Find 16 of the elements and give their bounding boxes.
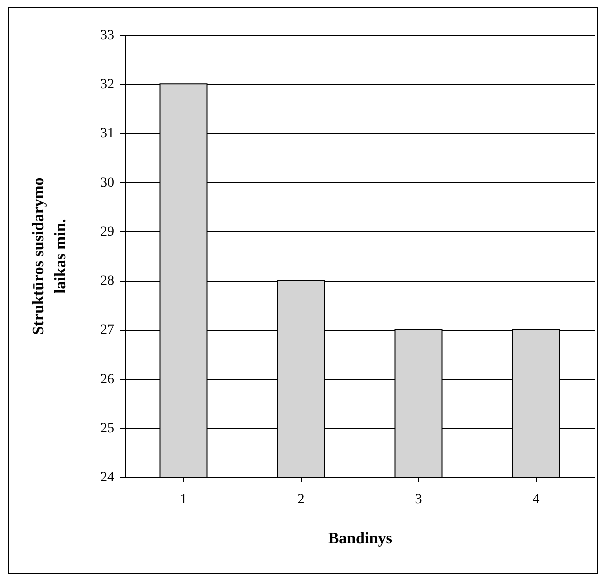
- y-tick-label: 30: [100, 176, 114, 191]
- x-tick-label: 3: [415, 492, 422, 508]
- x-tick-label: 1: [180, 492, 188, 508]
- y-tick-label: 28: [100, 274, 114, 290]
- y-tick-label: 26: [100, 372, 114, 388]
- y-axis-title: Struktūros susidarymo laikas min.: [30, 178, 70, 336]
- y-tick-label: 25: [100, 421, 114, 436]
- y-tick-label: 32: [100, 78, 114, 93]
- x-tick-label: 4: [532, 492, 540, 508]
- x-tick-label: 2: [298, 492, 305, 508]
- y-tick-label: 29: [100, 224, 114, 240]
- y-tick-label: 33: [100, 28, 114, 44]
- y-tick-label: 31: [100, 126, 114, 142]
- x-axis-title: Bandinys: [328, 530, 393, 548]
- y-tick-label: 24: [100, 470, 114, 486]
- y-tick-label: 27: [100, 323, 114, 338]
